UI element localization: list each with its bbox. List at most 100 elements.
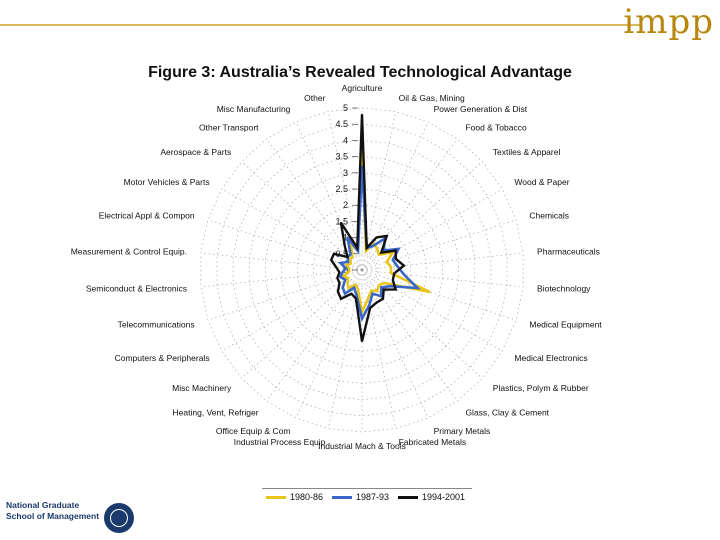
tick-label: 2.5 xyxy=(335,184,348,194)
data-point xyxy=(395,258,397,260)
tick-label: 2 xyxy=(343,200,348,210)
data-point xyxy=(392,259,394,261)
spoke xyxy=(221,188,363,271)
category-label: Biotechnology xyxy=(537,283,591,293)
data-point xyxy=(349,262,352,265)
category-label: Telecommunications xyxy=(118,319,195,329)
data-point xyxy=(346,282,349,284)
data-point xyxy=(357,288,359,290)
data-point xyxy=(365,250,367,252)
data-point xyxy=(339,276,342,278)
data-point xyxy=(347,287,350,290)
data-point xyxy=(368,304,371,306)
data-point xyxy=(380,295,382,298)
data-point xyxy=(375,301,378,304)
legend-label: 1980-86 xyxy=(290,492,324,502)
legend-item-1987-93: 1987-93 xyxy=(332,492,389,502)
data-point xyxy=(382,298,384,300)
category-label: Office Equip & Com xyxy=(216,426,291,436)
data-point xyxy=(344,278,346,281)
data-point xyxy=(393,272,396,275)
spoke xyxy=(361,269,396,429)
grid-ring xyxy=(232,140,492,400)
tick-label: 0.5 xyxy=(335,249,348,259)
data-point xyxy=(340,221,342,224)
data-point xyxy=(371,292,374,295)
data-point xyxy=(335,266,338,269)
category-label: Heating, Vent, Refriger xyxy=(173,407,259,417)
data-point xyxy=(344,292,346,295)
data-point xyxy=(378,254,380,256)
data-point xyxy=(345,264,348,266)
data-point xyxy=(376,290,379,292)
school-name-line1: National Graduate xyxy=(6,500,80,510)
category-label: Pharmaceuticals xyxy=(537,247,600,257)
tick-label: 1.5 xyxy=(335,216,348,226)
spoke xyxy=(207,219,363,271)
grid-ring xyxy=(200,107,524,433)
school-name-line2: School of Management xyxy=(6,511,100,521)
category-label: Chemicals xyxy=(529,211,569,221)
data-point xyxy=(338,271,341,274)
category-label: Aerospace & Parts xyxy=(160,147,231,157)
category-label: Semiconduct & Electronics xyxy=(86,283,187,293)
data-point xyxy=(350,292,353,295)
data-point xyxy=(355,297,357,300)
school-emblem-icon xyxy=(104,503,134,533)
data-point xyxy=(390,266,392,268)
data-point xyxy=(376,248,379,250)
spoke xyxy=(361,269,517,321)
data-point xyxy=(337,290,339,293)
spoke xyxy=(361,269,429,419)
data-point xyxy=(390,272,392,274)
data-point xyxy=(375,236,378,239)
data-point xyxy=(382,288,385,291)
category-label: Other xyxy=(304,93,325,103)
legend-swatch xyxy=(398,495,418,499)
category-label: Primary Metals xyxy=(434,426,491,436)
category-label: Food & Tobacco xyxy=(465,123,527,133)
data-point xyxy=(392,279,394,281)
data-point xyxy=(333,253,335,255)
data-point xyxy=(353,286,355,289)
category-label: Other Transport xyxy=(199,123,259,133)
data-point xyxy=(340,298,342,300)
legend-item-1994-2001: 1994-2001 xyxy=(398,492,465,502)
legend-label: 1994-2001 xyxy=(422,492,466,502)
category-label: Plastics, Polym & Rubber xyxy=(493,383,589,393)
data-point xyxy=(346,236,349,239)
data-point xyxy=(346,256,349,258)
category-label: Misc Machinery xyxy=(172,383,232,393)
data-point xyxy=(349,253,352,256)
tick-label: 4.5 xyxy=(335,119,348,129)
data-point xyxy=(365,247,368,249)
category-label: Misc Manufacturing xyxy=(217,104,291,114)
grid-ring xyxy=(345,253,379,287)
category-label: Industrial Mach & Tools xyxy=(318,441,406,451)
category-label: Oil & Gas, Mining xyxy=(399,93,465,103)
legend-swatch xyxy=(332,495,352,499)
data-point xyxy=(354,283,357,286)
category-label: Computers & Peripherals xyxy=(115,353,210,363)
data-point xyxy=(367,297,369,300)
data-point xyxy=(336,277,339,279)
data-point xyxy=(348,267,350,270)
category-label: Glass, Clay & Cement xyxy=(465,407,549,417)
data-point xyxy=(370,289,373,292)
spoke xyxy=(361,269,524,288)
category-label: Power Generation & Dist xyxy=(434,104,528,114)
data-point xyxy=(369,307,371,309)
tick-label: 4 xyxy=(343,135,348,145)
data-point xyxy=(397,248,400,250)
category-label: Textiles & Apparel xyxy=(493,147,561,157)
chart-legend: 1980-86 1987-93 1994-2001 xyxy=(262,488,472,505)
data-point xyxy=(361,113,363,116)
data-point xyxy=(428,291,431,293)
data-point xyxy=(338,282,341,284)
spoke xyxy=(221,269,363,352)
data-point xyxy=(347,277,349,279)
tick-label: 5 xyxy=(343,103,348,113)
category-label: Agriculture xyxy=(342,83,383,93)
brand-logo: impp xyxy=(623,2,714,42)
